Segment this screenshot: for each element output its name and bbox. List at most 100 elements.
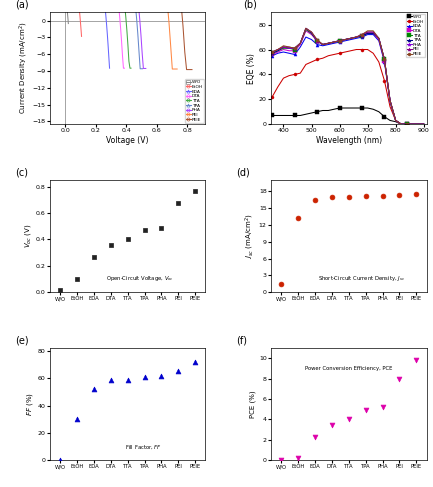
TPA xyxy=(298,40,303,46)
TTA xyxy=(348,36,353,41)
W/O xyxy=(410,121,415,127)
TPA xyxy=(359,33,365,39)
Point xyxy=(328,193,335,201)
PEIE xyxy=(320,41,325,47)
Line: PHA: PHA xyxy=(48,0,147,70)
Line: EtOH: EtOH xyxy=(271,48,425,126)
EDA xyxy=(326,41,331,47)
Line: PHA: PHA xyxy=(271,27,425,126)
PHA xyxy=(410,121,415,127)
PEIE xyxy=(359,32,365,37)
EtOH xyxy=(359,47,365,53)
TTA xyxy=(303,27,308,33)
PEIE xyxy=(309,29,314,35)
TPA xyxy=(365,30,370,36)
TTA xyxy=(399,121,404,127)
TTA xyxy=(382,56,387,62)
W/O xyxy=(337,105,342,111)
TPA xyxy=(275,48,281,54)
TTA xyxy=(365,30,370,36)
DTA xyxy=(416,121,421,127)
TTA xyxy=(393,117,398,123)
EDA xyxy=(331,40,336,46)
W/O xyxy=(320,108,325,113)
EDA xyxy=(107,65,112,71)
DTA xyxy=(121,65,126,71)
Text: (b): (b) xyxy=(243,0,257,10)
Line: TPA: TPA xyxy=(48,0,144,70)
Point xyxy=(124,376,131,384)
PEIE xyxy=(343,37,348,42)
EDA xyxy=(421,121,427,127)
TPA xyxy=(348,36,353,41)
Point xyxy=(396,375,403,383)
TTA xyxy=(298,40,303,46)
TTA xyxy=(343,37,348,42)
TPA xyxy=(404,121,410,127)
TTA xyxy=(309,30,314,36)
PEIE xyxy=(184,67,189,73)
PEI xyxy=(410,121,415,127)
Line: W/O: W/O xyxy=(48,0,70,25)
EDA xyxy=(298,44,303,50)
PEI xyxy=(326,40,331,46)
EtOH xyxy=(421,121,427,127)
PEI xyxy=(371,29,376,35)
EtOH xyxy=(388,104,393,110)
DTA xyxy=(359,33,365,39)
EDA xyxy=(416,121,421,127)
PEIE xyxy=(416,121,421,127)
W/O xyxy=(303,112,308,117)
DTA xyxy=(270,52,275,57)
EtOH xyxy=(376,59,381,65)
Text: Short-Circuit Current Density, $J_{sc}$: Short-Circuit Current Density, $J_{sc}$ xyxy=(318,274,405,283)
PHA xyxy=(298,40,303,46)
PEIE xyxy=(270,49,275,55)
EtOH xyxy=(287,73,292,78)
EDA xyxy=(337,39,342,45)
DTA xyxy=(320,41,325,47)
W/O xyxy=(64,0,69,3)
TPA xyxy=(303,25,308,31)
Line: W/O: W/O xyxy=(271,107,425,126)
PHA xyxy=(359,32,365,37)
PEI xyxy=(421,121,427,127)
PEI xyxy=(314,38,320,44)
EDA xyxy=(410,121,415,127)
W/O xyxy=(275,112,281,118)
EDA xyxy=(275,50,281,56)
EDA xyxy=(393,117,398,123)
PHA xyxy=(141,66,146,72)
Text: (a): (a) xyxy=(16,0,29,10)
W/O xyxy=(376,109,381,114)
EDA xyxy=(287,50,292,56)
Point xyxy=(362,407,369,414)
EtOH xyxy=(298,70,303,76)
PHA xyxy=(365,29,370,35)
TTA xyxy=(410,121,415,127)
PEIE xyxy=(287,44,292,50)
DTA xyxy=(275,49,281,55)
PEI xyxy=(309,29,314,35)
Text: (c): (c) xyxy=(16,168,29,178)
PEIE xyxy=(326,40,331,46)
EtOH xyxy=(337,50,342,56)
PEI xyxy=(275,47,281,53)
TTA xyxy=(129,65,134,71)
Point xyxy=(345,193,352,201)
Legend: W/O, EtOH, EDA, DTA, TTA, TPA, PHA, PEI, PEIE: W/O, EtOH, EDA, DTA, TTA, TPA, PHA, PEI,… xyxy=(406,14,425,57)
EtOH xyxy=(309,59,314,65)
PEIE xyxy=(298,40,303,46)
EtOH xyxy=(404,121,410,127)
PEI xyxy=(320,41,325,47)
TPA xyxy=(376,36,381,41)
Y-axis label: EQE (%): EQE (%) xyxy=(247,53,256,84)
Point xyxy=(141,226,148,234)
Point xyxy=(278,280,284,288)
TTA xyxy=(354,34,359,40)
EtOH xyxy=(326,53,331,58)
DTA xyxy=(410,121,415,127)
Line: DTA: DTA xyxy=(271,29,425,126)
TTA xyxy=(416,121,421,127)
W/O xyxy=(421,121,427,127)
